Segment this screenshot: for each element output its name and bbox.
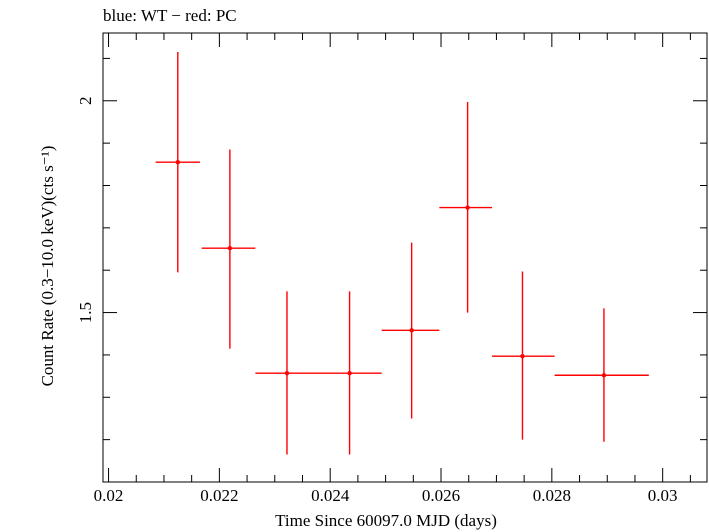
data-point — [381, 242, 440, 419]
data-marker — [520, 353, 525, 359]
x-tick-label: 0.022 — [200, 486, 238, 505]
data-marker — [465, 205, 470, 210]
x-tick-label: 0.024 — [311, 486, 350, 505]
x-tick-label: 0.03 — [648, 486, 678, 505]
data-marker — [284, 370, 290, 376]
data-point — [439, 102, 492, 313]
axis-ticks: 0.02 0.022 0.024 0.026 0.028 0.03 1.5 2 — [76, 33, 707, 505]
data-point — [318, 291, 382, 455]
plot-frame — [102, 32, 708, 483]
y-tick-label: 1.5 — [76, 302, 95, 323]
data-point — [255, 291, 319, 455]
data-point — [554, 308, 649, 442]
y-tick-label: 2 — [76, 97, 95, 106]
data-marker — [347, 370, 352, 376]
chart-title: blue: WT − red: PC — [103, 6, 237, 25]
data-marker — [227, 245, 233, 251]
data-marker — [601, 373, 607, 378]
y-axis-label: Count Rate (0.3−10.0 keV)(cts s⁻¹) — [38, 146, 57, 387]
data-point — [201, 149, 256, 349]
data-marker — [409, 328, 414, 333]
x-tick-label: 0.026 — [422, 486, 460, 505]
data-marker — [175, 159, 181, 165]
data-marks — [155, 52, 649, 455]
x-tick-label: 0.028 — [533, 486, 571, 505]
data-point — [491, 271, 555, 440]
x-axis-label: Time Since 60097.0 MJD (days) — [275, 511, 497, 530]
x-tick-label: 0.02 — [94, 486, 124, 505]
data-point — [155, 52, 200, 273]
